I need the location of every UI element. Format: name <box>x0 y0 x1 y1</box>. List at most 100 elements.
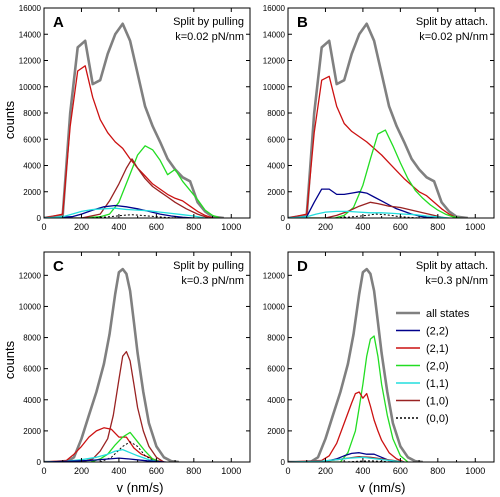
series-line-0-0 <box>44 441 157 462</box>
series-line-2-1 <box>288 391 405 462</box>
y-tick-label: 6000 <box>267 135 285 144</box>
y-tick-label: 6000 <box>23 135 41 144</box>
y-tick-label: 14000 <box>263 30 286 39</box>
x-tick-label: 200 <box>74 222 89 232</box>
x-tick-label: 0 <box>41 222 46 232</box>
y-tick-label: 4000 <box>267 396 285 405</box>
series-line-all-states <box>288 267 423 462</box>
series-line-all-states <box>44 267 179 462</box>
panel-letter: C <box>53 258 64 275</box>
x-tick-label: 400 <box>111 222 126 232</box>
x-tick-label: 1000 <box>465 222 485 232</box>
x-tick-label: 400 <box>355 222 370 232</box>
y-tick-label: 12000 <box>263 57 286 66</box>
x-tick-label: 0 <box>41 466 46 476</box>
x-tick-label: 600 <box>149 222 164 232</box>
y-tick-label: 14000 <box>19 30 42 39</box>
x-tick-label: 1000 <box>221 466 241 476</box>
x-tick-label: 800 <box>186 222 201 232</box>
panel-annotation: Split by attach. <box>416 260 488 272</box>
series-line-2-2 <box>44 457 166 462</box>
y-tick-label: 8000 <box>23 109 41 118</box>
x-tick-label: 200 <box>74 466 89 476</box>
panel-c: 0 200 400 600 800 100002000400060008000100001… <box>19 251 251 476</box>
y-tick-label: 10000 <box>263 83 286 92</box>
y-tick-label: 10000 <box>263 302 286 311</box>
y-axis-label-top: counts <box>2 100 17 139</box>
panel-annotation: Split by pulling <box>173 16 244 28</box>
x-tick-label: 400 <box>111 466 126 476</box>
y-tick-label: 2000 <box>267 427 285 436</box>
legend-label: (1,0) <box>426 396 449 408</box>
y-tick-label: 0 <box>37 458 42 467</box>
plot-frame <box>287 251 495 463</box>
legend-label: (2,1) <box>426 343 449 355</box>
series-line-1-1 <box>44 448 161 462</box>
panel-a: 0 200 400 600 800 100002000400060008000100001… <box>19 4 251 232</box>
legend-label: (2,2) <box>426 326 449 338</box>
series-line-2-2 <box>288 188 438 218</box>
panel-annotation: Split by pulling <box>173 260 244 272</box>
legend-label: (2,0) <box>426 361 449 373</box>
panel-annotation: k=0.02 pN/nm <box>419 31 488 43</box>
x-tick-label: 400 <box>355 466 370 476</box>
panel-annotation: k=0.3 pN/nm <box>181 275 244 287</box>
x-tick-label: 200 <box>318 222 333 232</box>
y-tick-label: 8000 <box>267 334 285 343</box>
y-tick-label: 12000 <box>19 271 42 280</box>
y-tick-label: 6000 <box>23 365 41 374</box>
x-tick-label: 0 <box>285 222 290 232</box>
series-line-1-0 <box>288 201 446 218</box>
series-line-1-1 <box>288 210 450 218</box>
series-line-2-0 <box>44 145 221 218</box>
plot-frame <box>43 251 251 463</box>
y-tick-label: 2000 <box>23 188 41 197</box>
series-line-2-1 <box>288 75 457 218</box>
panel-letter: B <box>297 14 308 31</box>
panel-d: 0 200 400 600 800 100002000400060008000100001… <box>263 251 495 476</box>
y-tick-label: 4000 <box>267 162 285 171</box>
series-line-1-1 <box>288 456 405 462</box>
y-tick-label: 0 <box>37 214 42 223</box>
series-line-all-states <box>288 22 468 218</box>
y-tick-label: 10000 <box>19 83 42 92</box>
x-tick-label: 200 <box>318 466 333 476</box>
series-line-1-1 <box>44 207 206 218</box>
y-tick-label: 0 <box>281 214 286 223</box>
y-tick-label: 4000 <box>23 162 41 171</box>
panel-b: 0 200 400 600 800 100002000400060008000100001… <box>263 4 495 232</box>
x-tick-label: 1000 <box>465 466 485 476</box>
y-tick-label: 4000 <box>23 396 41 405</box>
y-tick-label: 2000 <box>267 188 285 197</box>
y-tick-label: 12000 <box>263 271 286 280</box>
series-line-1-0 <box>44 158 210 218</box>
series-line-0-0 <box>288 460 393 462</box>
series-line-1-0 <box>44 350 165 462</box>
x-tick-label: 600 <box>393 466 408 476</box>
x-tick-label: 1000 <box>221 222 241 232</box>
legend: all states (2,2) (2,1) (2,0) (1,1) (1,0) (0,0) <box>396 308 470 425</box>
y-tick-label: 8000 <box>267 109 285 118</box>
x-tick-label: 800 <box>186 466 201 476</box>
y-tick-label: 10000 <box>19 302 42 311</box>
panel-annotation: k=0.3 pN/nm <box>425 275 488 287</box>
y-tick-label: 16000 <box>19 4 42 13</box>
y-tick-label: 12000 <box>19 57 42 66</box>
series-line-2-0 <box>288 335 409 462</box>
x-tick-label: 800 <box>430 222 445 232</box>
x-tick-label: 600 <box>393 222 408 232</box>
panel-letter: D <box>297 258 308 275</box>
y-tick-label: 2000 <box>23 427 41 436</box>
x-axis-label-left: v (nm/s) <box>117 480 164 495</box>
x-tick-label: 0 <box>285 466 290 476</box>
y-tick-label: 6000 <box>267 365 285 374</box>
series-line-2-1 <box>44 427 165 462</box>
y-tick-label: 8000 <box>23 334 41 343</box>
legend-label: (0,0) <box>426 413 449 425</box>
series-line-2-1 <box>44 65 213 218</box>
x-tick-label: 600 <box>149 466 164 476</box>
x-tick-label: 800 <box>430 466 445 476</box>
x-axis-label-right: v (nm/s) <box>359 480 406 495</box>
series-line-2-0 <box>288 129 461 218</box>
